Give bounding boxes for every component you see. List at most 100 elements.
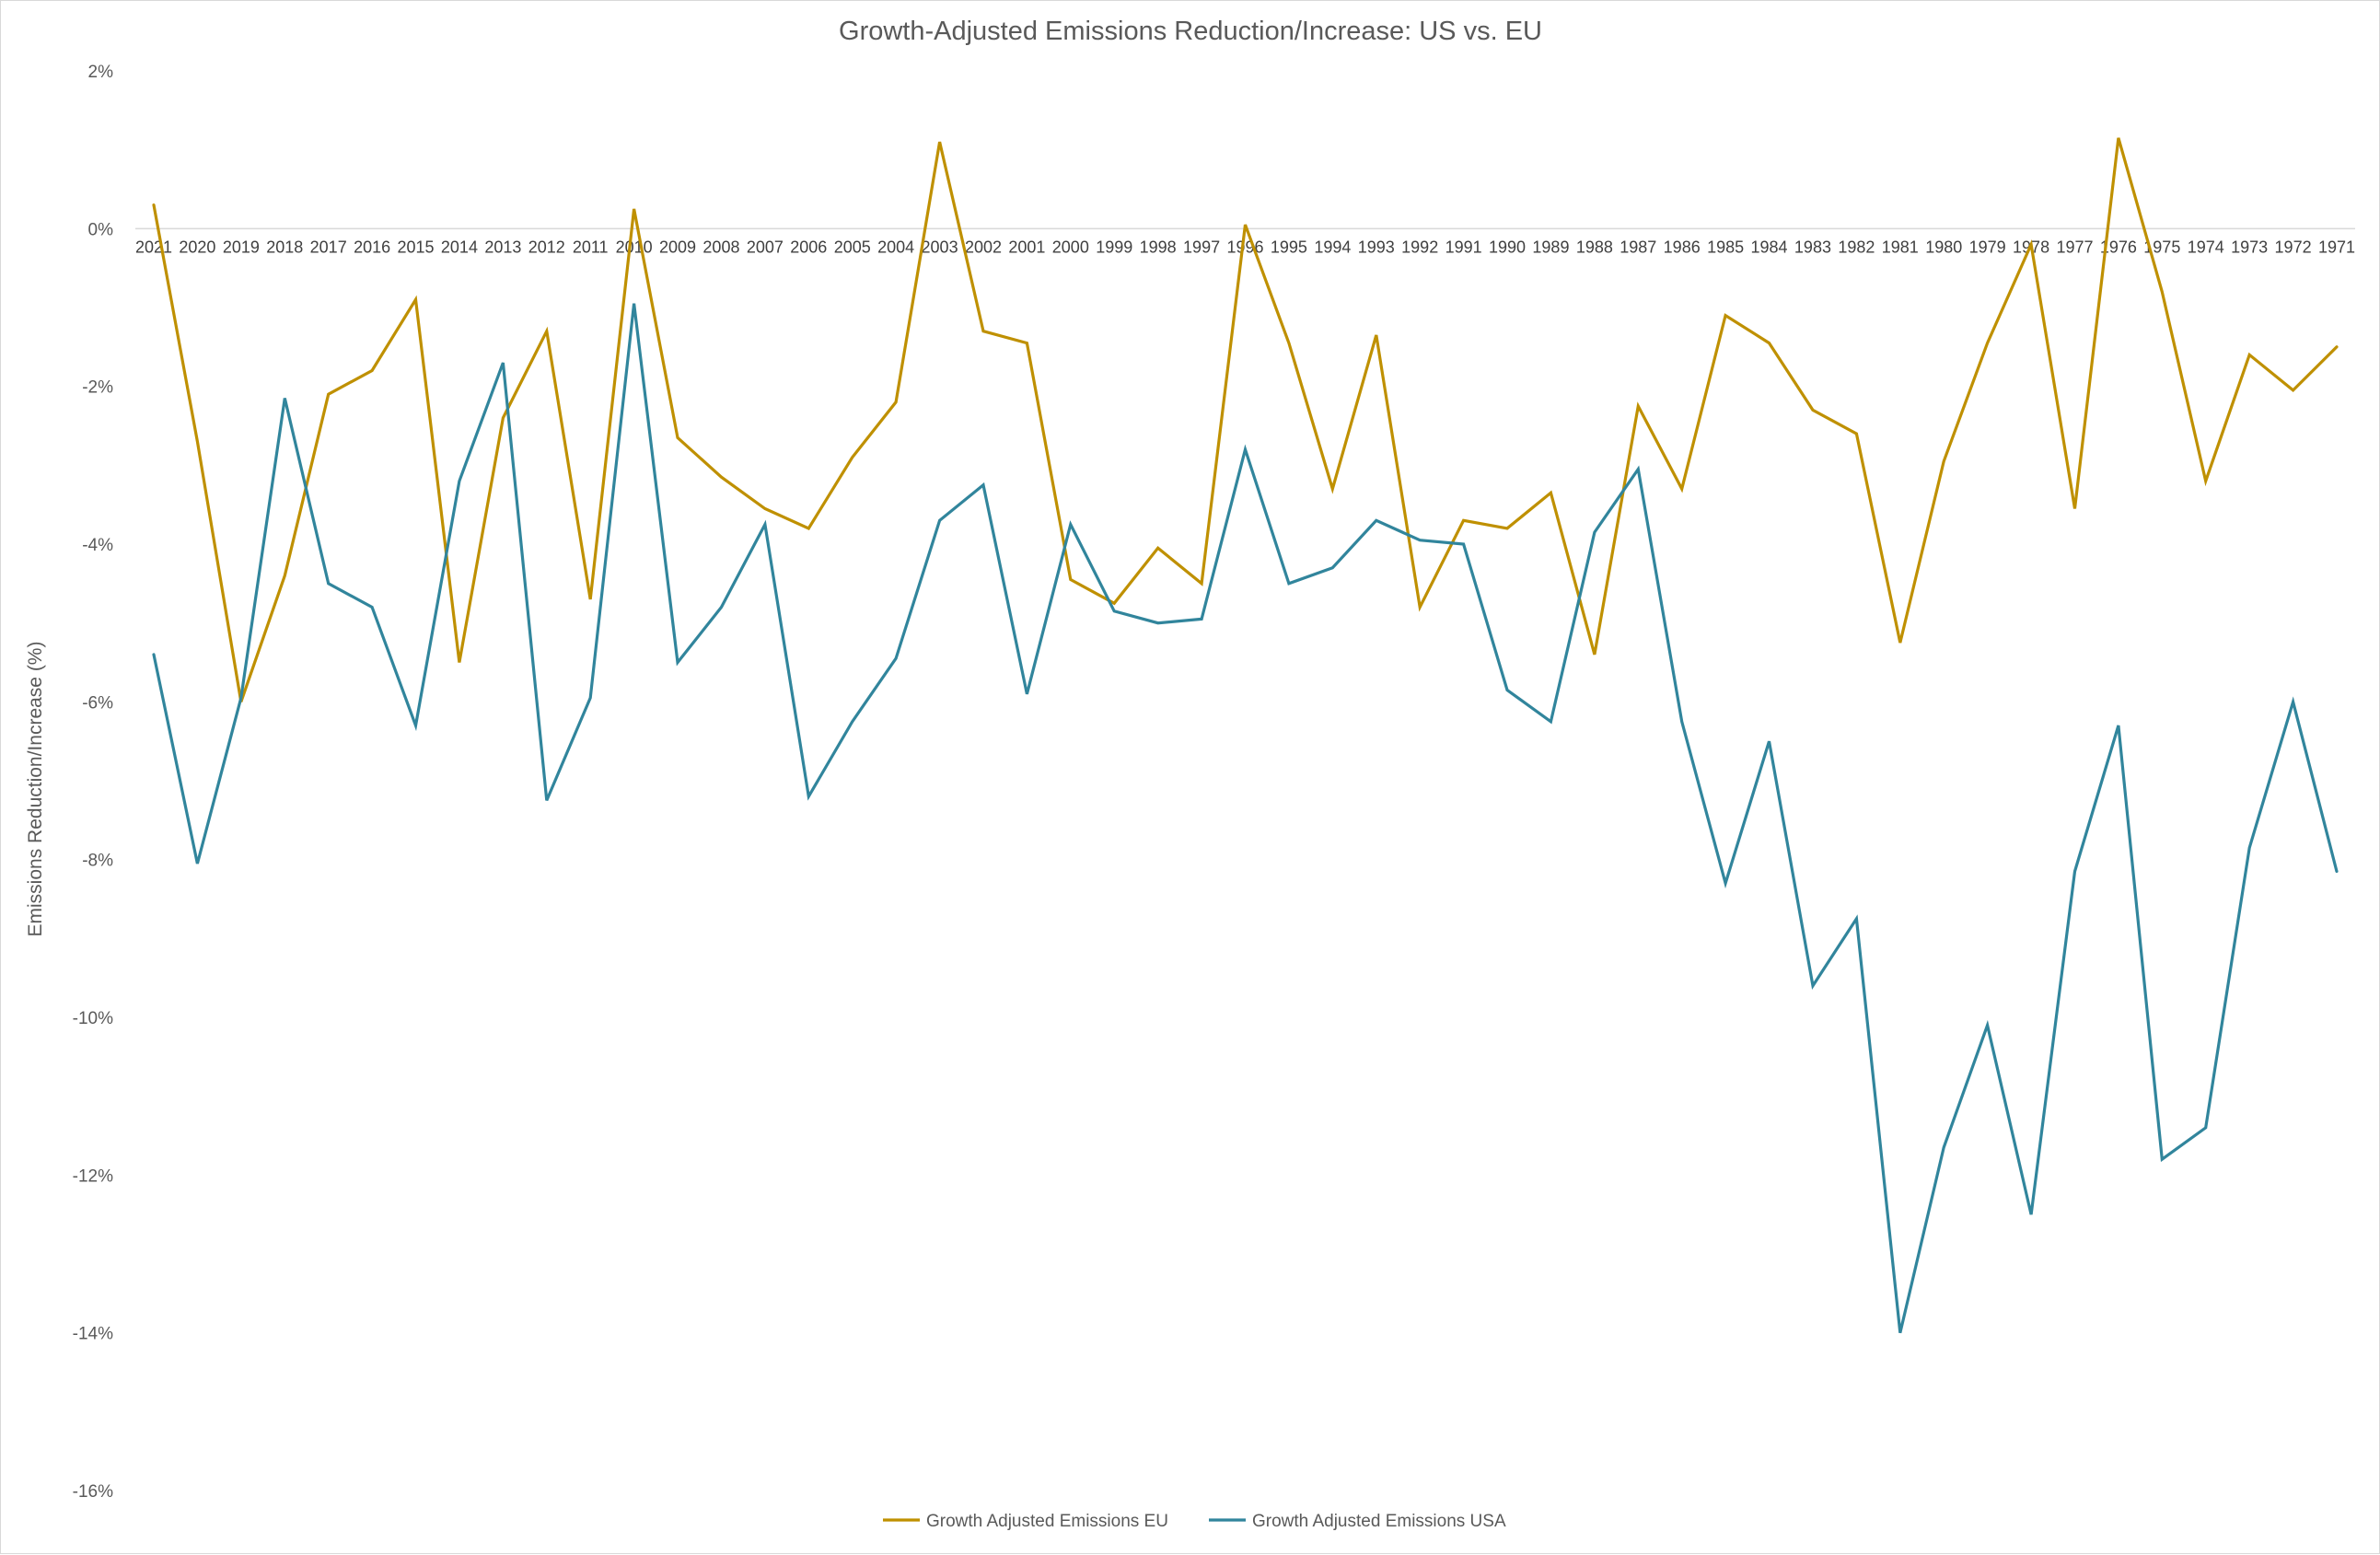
data-point-usa [1156,621,1159,624]
data-point-eu [1026,342,1028,344]
x-tick-label: 1975 [2143,238,2180,256]
x-tick-label: 2004 [877,238,914,256]
data-point-eu [1550,492,1552,494]
data-point-eu [1375,333,1377,336]
data-point-eu [2335,345,2338,348]
x-tick-label: 1993 [1358,238,1395,256]
data-point-usa [2117,724,2119,726]
data-point-usa [2292,701,2294,703]
x-tick-label: 2008 [702,238,739,256]
x-tick-label: 1995 [1271,238,1307,256]
x-tick-label: 1986 [1664,238,1701,256]
data-point-usa [1898,1331,1901,1334]
data-point-eu [1768,342,1770,344]
x-tick-label: 2016 [354,238,390,256]
data-point-usa [895,657,898,660]
x-tick-label: 1980 [1925,238,1962,256]
data-point-eu [327,393,330,396]
data-point-usa [676,661,679,664]
y-tick-label: -8% [82,852,113,871]
data-point-eu [1680,487,1683,490]
x-tick-label: 2013 [484,238,521,256]
data-point-usa [1113,609,1116,612]
data-point-eu [1244,223,1247,226]
data-point-eu [1505,527,1508,529]
y-tick-labels: 2% 0% -2% -4% -6% -8% -10% -12% -14% -16% [73,63,113,1502]
x-tick-label: 1979 [1969,238,2006,256]
x-tick-label: 1996 [1226,238,1263,256]
data-point-eu [1113,602,1116,605]
y-tick-label: -14% [73,1325,113,1344]
legend: Growth Adjusted Emissions EU Growth Adjus… [883,1512,1506,1531]
x-tick-label: 2012 [528,238,565,256]
legend-label-usa: Growth Adjusted Emissions USA [1252,1512,1506,1531]
data-point-usa [458,480,460,482]
data-point-eu [851,456,853,458]
x-tick-label: 2010 [616,238,653,256]
data-point-eu [633,207,635,210]
data-point-usa [807,795,810,798]
x-tick-label: 2018 [266,238,303,256]
data-point-usa [1026,692,1028,695]
data-point-usa [1419,539,1422,541]
data-point-usa [1287,582,1290,585]
data-point-eu [1986,342,1989,344]
data-point-usa [1593,531,1596,534]
data-point-usa [589,696,592,699]
x-tick-label: 2015 [397,238,434,256]
data-point-eu [895,400,898,403]
x-tick-label: 1994 [1314,238,1351,256]
series-line-eu [152,137,2339,702]
data-point-usa [2204,1126,2207,1129]
data-point-usa [2161,1158,2164,1161]
data-point-usa [851,720,853,723]
data-point-usa [371,606,374,609]
x-tick-label: 2011 [573,238,609,256]
x-tick-label: 2002 [965,238,1002,256]
x-tick-label: 1982 [1838,238,1875,256]
x-tick-label: 2021 [135,238,172,256]
data-point-usa [327,582,330,585]
x-tick-label: 1971 [2318,238,2355,256]
data-point-eu [1637,404,1640,407]
data-point-eu [1156,547,1159,550]
data-point-usa [2335,870,2338,873]
x-tick-label: 1990 [1489,238,1526,256]
data-point-eu [807,527,810,529]
data-point-eu [2073,507,2076,510]
data-point-eu [1419,606,1422,609]
x-tick-label: 2009 [659,238,696,256]
data-point-eu [1200,582,1202,585]
data-point-eu [1593,653,1596,656]
x-tick-label: 1977 [2056,238,2093,256]
data-point-eu [414,298,417,301]
data-point-usa [1069,523,1072,526]
data-point-eu [2029,243,2032,246]
x-tick-label: 1973 [2231,238,2268,256]
data-point-usa [152,653,155,656]
x-tick-labels: 2021 2020 2019 2018 2017 2016 2015 2014 2013 2012… [135,238,2355,256]
data-point-usa [1768,740,1770,743]
data-point-eu [1943,459,1945,462]
data-point-usa [938,519,941,522]
data-point-usa [1680,720,1683,723]
y-tick-label: -12% [73,1166,113,1186]
data-point-usa [1244,448,1247,451]
y-tick-label: 0% [88,220,114,239]
data-point-eu [1724,314,1727,317]
data-point-usa [1505,689,1508,691]
x-tick-label: 1989 [1532,238,1569,256]
data-point-usa [1986,1024,1989,1027]
data-point-eu [2117,136,2119,139]
data-point-usa [1375,519,1377,522]
data-point-usa [239,696,242,699]
x-tick-label: 1998 [1140,238,1177,256]
x-tick-label: 1981 [1882,238,1919,256]
series-lines [152,136,2339,1334]
chart-title: Growth-Adjusted Emissions Reduction/Incr… [839,17,1542,46]
data-point-eu [1287,342,1290,344]
data-point-eu [1069,578,1072,581]
x-tick-label: 2019 [223,238,260,256]
data-point-usa [1855,917,1858,920]
